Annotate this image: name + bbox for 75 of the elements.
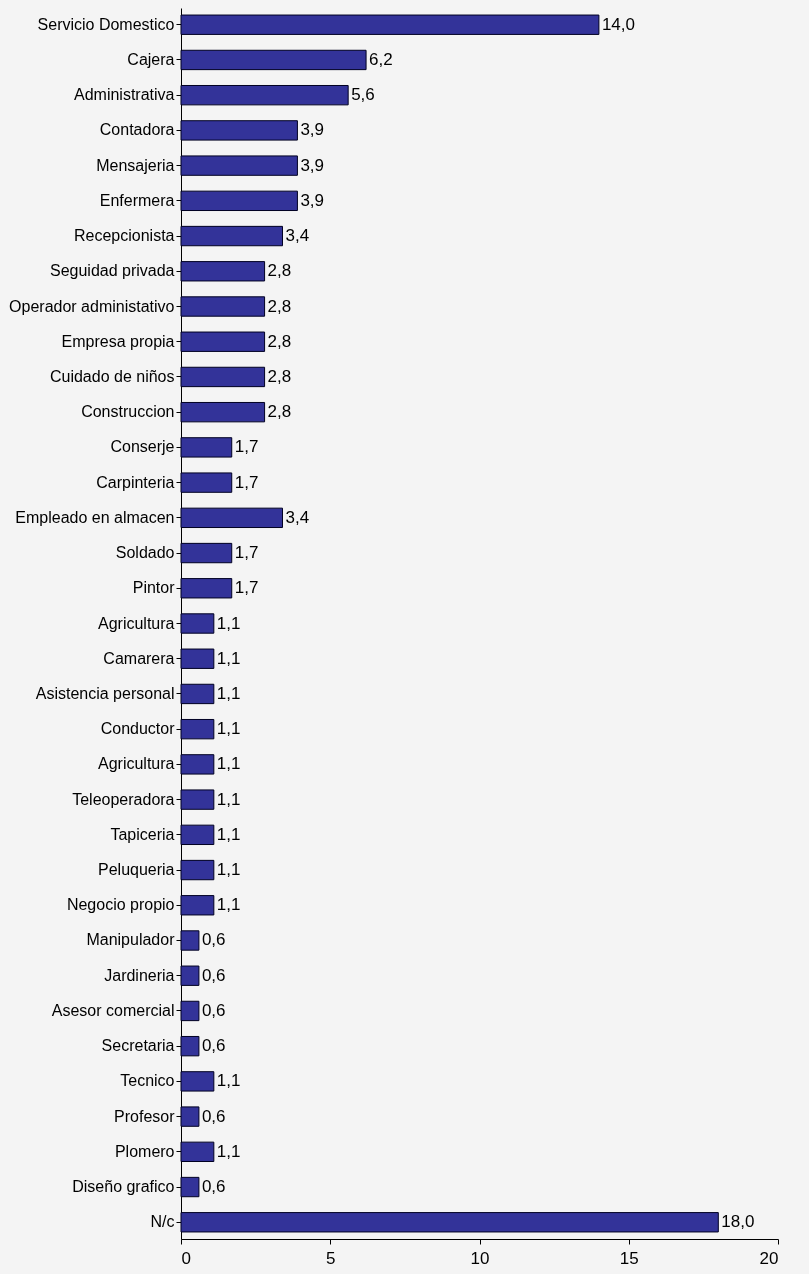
data-label: 0,6 <box>201 1177 226 1197</box>
x-tick-label: 5 <box>326 1248 336 1268</box>
y-tick-label: Manipulador <box>86 931 176 949</box>
y-tick-label: Servicio Domestico <box>37 15 175 33</box>
data-label: 1,7 <box>234 472 259 492</box>
data-label: 1,1 <box>216 683 241 703</box>
data-label: 0,6 <box>201 1000 226 1020</box>
data-label: 1,1 <box>216 895 241 915</box>
data-label: 1,7 <box>234 578 259 598</box>
data-label: 3,9 <box>300 155 325 175</box>
y-tick-label: Recepcionista <box>74 227 175 245</box>
data-label: 3,4 <box>285 226 310 246</box>
y-tick-label: Operador administativo <box>9 297 175 315</box>
data-label: 5,6 <box>351 85 375 105</box>
data-label: 1,1 <box>216 613 241 633</box>
data-label: 1,1 <box>216 754 241 774</box>
data-label: 1,1 <box>216 860 241 880</box>
y-tick-label: Camarera <box>103 649 175 667</box>
x-tick-label: 10 <box>470 1248 490 1268</box>
y-tick-label: Cuidado de niños <box>49 367 175 385</box>
x-tick-label: 0 <box>181 1248 191 1268</box>
x-tick-label: 20 <box>759 1248 779 1268</box>
y-tick-label: Peluqueria <box>98 861 175 879</box>
data-label: 1,7 <box>234 437 259 457</box>
y-tick-label: Seguidad privada <box>49 262 175 280</box>
y-tick-label: Agricultura <box>98 755 175 773</box>
y-tick-label: Tecnico <box>120 1072 175 1090</box>
data-label: 2,8 <box>267 296 292 316</box>
y-tick-label: Soldado <box>115 544 175 562</box>
x-tick-label: 15 <box>619 1248 639 1268</box>
y-tick-label: Asesor comercial <box>51 1001 175 1019</box>
data-label: 1,1 <box>216 719 241 739</box>
data-label: 0,6 <box>201 1036 226 1056</box>
y-tick-label: Teleoperadora <box>72 790 175 808</box>
data-label: 1,1 <box>216 1141 241 1161</box>
data-label: 2,8 <box>267 261 292 281</box>
y-tick-label: Contadora <box>99 121 175 139</box>
data-label: 2,8 <box>267 366 292 386</box>
data-label: 1,1 <box>216 789 241 809</box>
data-label: 0,6 <box>201 930 226 950</box>
y-tick-label: Enfermera <box>99 191 175 209</box>
data-label: 1,1 <box>216 824 241 844</box>
y-tick-label: Pintor <box>132 579 176 597</box>
data-label: 1,7 <box>234 543 259 563</box>
y-tick-label: Diseño grafico <box>72 1178 175 1196</box>
y-tick-label: Negocio propio <box>66 896 175 914</box>
data-label: 3,9 <box>300 190 325 210</box>
y-tick-label: Jardineria <box>104 966 175 984</box>
y-tick-label: Carpinteria <box>96 473 175 491</box>
y-tick-label: Construccion <box>81 403 175 421</box>
y-tick-label: Plomero <box>114 1142 175 1160</box>
data-label: 2,8 <box>267 331 292 351</box>
data-label: 3,9 <box>300 120 325 140</box>
data-label: 0,6 <box>201 965 226 985</box>
y-tick-label: Agricultura <box>98 614 175 632</box>
data-label: 1,1 <box>216 648 241 668</box>
y-tick-label: Conserje <box>110 438 175 456</box>
data-label: 18,0 <box>721 1212 755 1232</box>
y-tick-label: Asistencia personal <box>35 684 175 702</box>
y-tick-label: Tapiceria <box>110 825 175 843</box>
y-tick-label: N/c <box>150 1213 175 1231</box>
data-label: 2,8 <box>267 402 292 422</box>
data-label: 6,2 <box>369 49 393 69</box>
y-tick-label: Empresa propia <box>61 332 175 350</box>
y-tick-label: Secretaria <box>101 1037 175 1055</box>
data-label: 1,1 <box>216 1071 241 1091</box>
y-tick-label: Profesor <box>114 1107 176 1125</box>
data-label: 3,4 <box>285 507 310 527</box>
data-label: 14,0 <box>601 14 635 34</box>
y-tick-label: Cajera <box>127 50 175 68</box>
y-tick-label: Conductor <box>100 720 176 738</box>
y-tick-label: Mensajeria <box>96 156 175 174</box>
y-tick-label: Empleado en almacen <box>15 508 175 526</box>
y-tick-label: Administrativa <box>74 86 175 104</box>
data-label: 0,6 <box>201 1106 226 1126</box>
